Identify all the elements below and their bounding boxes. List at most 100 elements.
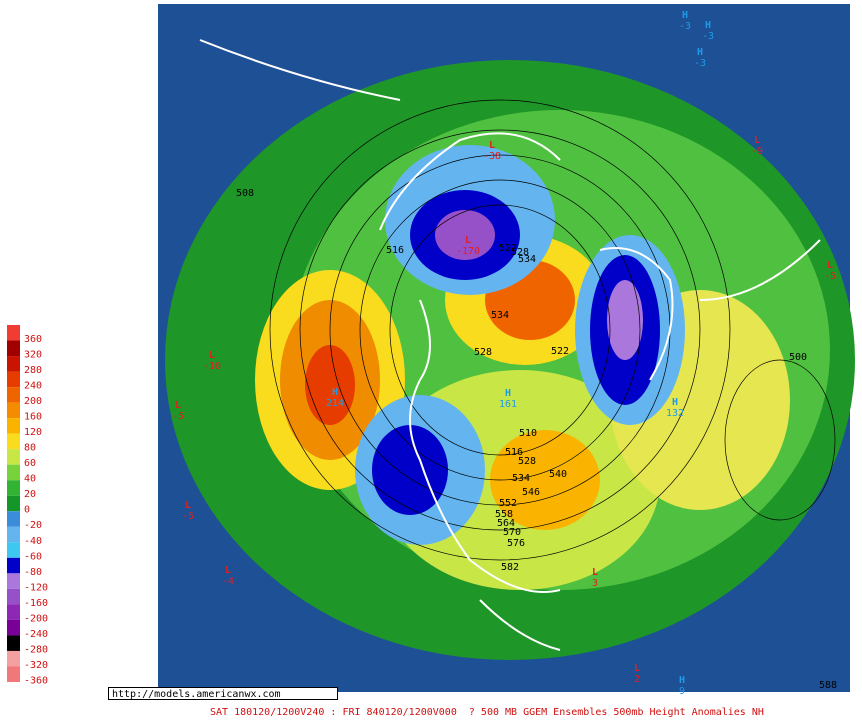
colorbar-swatch [7,666,20,682]
colorbar-label: 360 [24,334,42,345]
colorbar-swatch [7,418,20,434]
colorbar-swatch [7,635,20,651]
center-value: -3 [694,58,706,69]
center-value: -5 [824,271,836,282]
center-letter: L [175,400,181,411]
center-value: 161 [499,399,517,410]
contour-label: 528 [518,456,536,467]
colorbar-swatch [7,402,20,419]
anomaly-red [305,345,355,425]
center-letter: L [592,567,598,578]
contour-label: 534 [512,473,530,484]
colorbar-swatch [7,573,20,589]
contour-label: 570 [503,527,521,538]
center-value: -5 [182,511,194,522]
contour-label: 528 [511,247,529,258]
colorbar-swatch [7,449,20,465]
colorbar-label: -320 [24,660,48,671]
contour-label: 522 [551,346,569,357]
colorbar-label: -160 [24,598,48,609]
contour-label: 564 [497,518,515,529]
colorbar-label: 0 [24,505,30,516]
center-letter: H [697,47,703,58]
colorbar-label: 40 [24,474,36,485]
contour-label: 552 [499,498,517,509]
contour-label: 500 [789,352,807,363]
colorbar-label: -40 [24,536,42,547]
center-letter: L [185,500,191,511]
height-contours [269,99,836,561]
coastlines [199,39,821,651]
colorbar-label: 80 [24,443,36,454]
center-letter: L [209,350,215,361]
anomaly-purple [435,210,495,260]
center-value: -38 [483,151,501,162]
colorbar-label: -80 [24,567,42,578]
contour-label: 588 [819,680,837,691]
colorbar-swatch [7,464,20,481]
center-letter: L [754,135,760,146]
center-value: 2 [634,674,640,685]
colorbar-label: 20 [24,489,36,500]
center-letter: L [827,260,833,271]
center-value: -4 [222,576,234,587]
colorbar-swatch [7,325,20,341]
center-letter: H [672,397,678,408]
contour-label: 582 [501,562,519,573]
anomaly-darkblue [372,425,448,515]
center-letter: L [489,140,495,151]
contour-label: 558 [495,509,513,520]
center-letter: L [634,663,640,674]
center-value: 9 [679,686,685,697]
center-letter: H [332,387,338,398]
colorbar-label: 320 [24,349,42,360]
colorbar-swatch [7,387,20,403]
center-value: -10 [203,361,221,372]
contour-label: 522 [499,243,517,254]
colorbar-label: -20 [24,520,42,531]
center-value: 214 [326,398,344,409]
contour-label: 576 [507,538,525,549]
contour-label: 534 [491,310,509,321]
colorbar-swatch [7,588,20,605]
colorbar-swatch [7,619,20,636]
center-letter: L [225,565,231,576]
colorbar-swatch [7,650,20,667]
center-value: -3 [679,21,691,32]
center-value: -5 [172,411,184,422]
colorbar-swatch [7,495,20,512]
center-letter: L [465,235,471,246]
colorbar-swatch [7,340,20,357]
colorbar-swatch [7,526,20,543]
colorbar-label: -360 [24,675,48,686]
center-value: 132 [666,408,684,419]
contour-label: 534 [518,254,536,265]
caption: SAT 180120/1200V240 : FRI 840120/1200V00… [210,707,764,718]
colorbar-swatch [7,557,20,574]
contour-label: 528 [474,347,492,358]
center-letter: H [682,10,688,21]
contour-label: 510 [519,428,537,439]
center-value: -170 [456,246,480,257]
contour-label: 546 [522,487,540,498]
center-value: -9 [751,146,763,157]
colorbar-swatch [7,604,20,620]
colorbar-swatch [7,371,20,388]
colorbar-label: -240 [24,629,48,640]
center-letter: H [679,675,685,686]
colorbar-swatch [7,511,20,527]
center-letter: H [705,20,711,31]
contour-label: 508 [236,188,254,199]
colorbar-label: 60 [24,458,36,469]
colorbar-swatch [7,356,20,372]
colorbar-swatch [7,542,20,558]
colorbar-label: -200 [24,613,48,624]
contour-label: 516 [386,245,404,256]
colorbar-label: -120 [24,582,48,593]
colorbar-label: 120 [24,427,42,438]
contour-label: 540 [549,469,567,480]
colorbar-swatch [7,433,20,450]
anomaly-orange [490,430,600,530]
